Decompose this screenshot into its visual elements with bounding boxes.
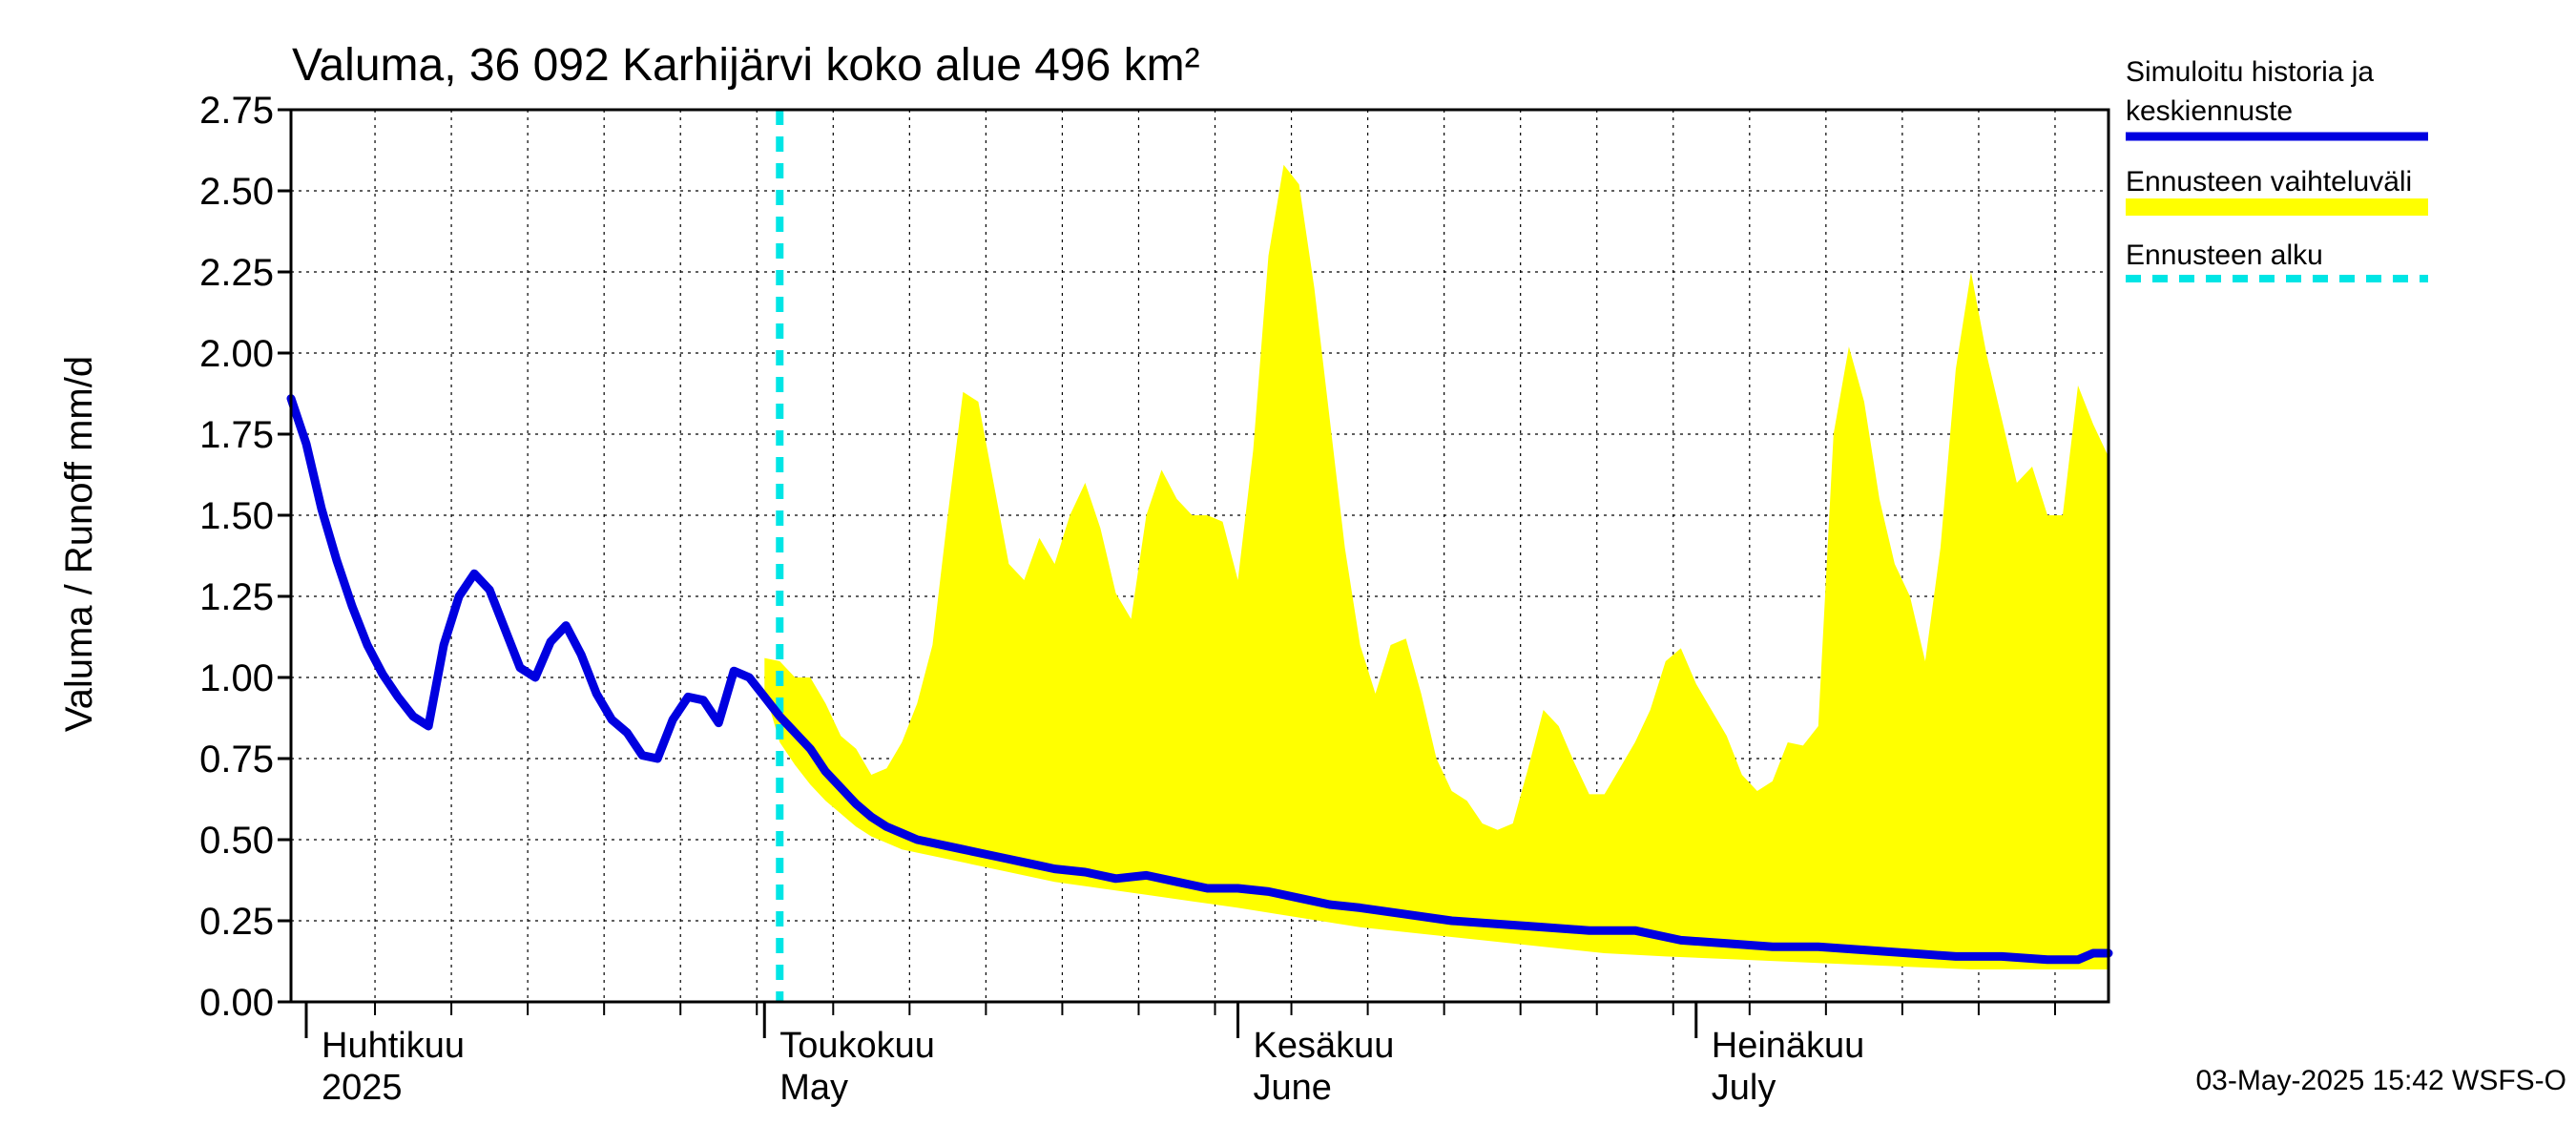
y-tick-label: 0.50 bbox=[199, 820, 274, 862]
month-label: Huhtikuu bbox=[322, 1026, 465, 1066]
month-label: Kesäkuu bbox=[1254, 1026, 1395, 1066]
month-sublabel: May bbox=[779, 1068, 848, 1108]
y-axis-ticks: 0.00 0.25 0.50 0.75 1.00 1.25 1.50 1.75 2.00 2.25… bbox=[199, 90, 291, 1024]
series-layer bbox=[286, 394, 2113, 965]
legend-simulated-label-2: keskiennuste bbox=[2126, 95, 2293, 127]
y-tick-label: 2.00 bbox=[199, 333, 274, 375]
y-tick-label: 1.75 bbox=[199, 414, 274, 456]
month-label: Heinäkuu bbox=[1712, 1026, 1865, 1066]
forecast-range-band bbox=[764, 164, 2109, 970]
month-label: Toukokuu bbox=[779, 1026, 935, 1066]
legend-range-label: Ennusteen vaihteluväli bbox=[2126, 166, 2412, 198]
y-tick-label: 2.75 bbox=[199, 90, 274, 132]
simulated-runoff-line bbox=[286, 394, 2113, 965]
legend: Simuloitu historia ja keskiennuste Ennus… bbox=[2126, 56, 2428, 282]
timestamp: 03-May-2025 15:42 WSFS-O bbox=[2196, 1065, 2567, 1096]
y-tick-label: 2.50 bbox=[199, 171, 274, 213]
legend-forecast-start-label: Ennusteen alku bbox=[2126, 239, 2323, 271]
y-tick-label: 2.25 bbox=[199, 252, 274, 294]
plot-frame bbox=[289, 108, 2110, 1004]
month-sublabel: June bbox=[1254, 1068, 1332, 1108]
y-tick-label: 1.50 bbox=[199, 495, 274, 537]
y-tick-label: 0.00 bbox=[199, 982, 274, 1024]
chart-title: Valuma, 36 092 Karhijärvi koko alue 496 … bbox=[292, 40, 1200, 91]
y-tick-label: 0.75 bbox=[199, 739, 274, 781]
y-tick-label: 0.25 bbox=[199, 901, 274, 943]
legend-simulated-label-1: Simuloitu historia ja bbox=[2126, 56, 2374, 88]
x-axis-ticks bbox=[304, 1002, 2056, 1038]
y-tick-label: 1.25 bbox=[199, 576, 274, 618]
forecast-range-layer bbox=[764, 164, 2109, 970]
month-sublabel: July bbox=[1712, 1068, 1776, 1108]
month-sublabel: 2025 bbox=[322, 1068, 403, 1108]
y-tick-label: 1.00 bbox=[199, 657, 274, 699]
y-axis-label: Valuma / Runoff mm/d bbox=[58, 356, 100, 732]
